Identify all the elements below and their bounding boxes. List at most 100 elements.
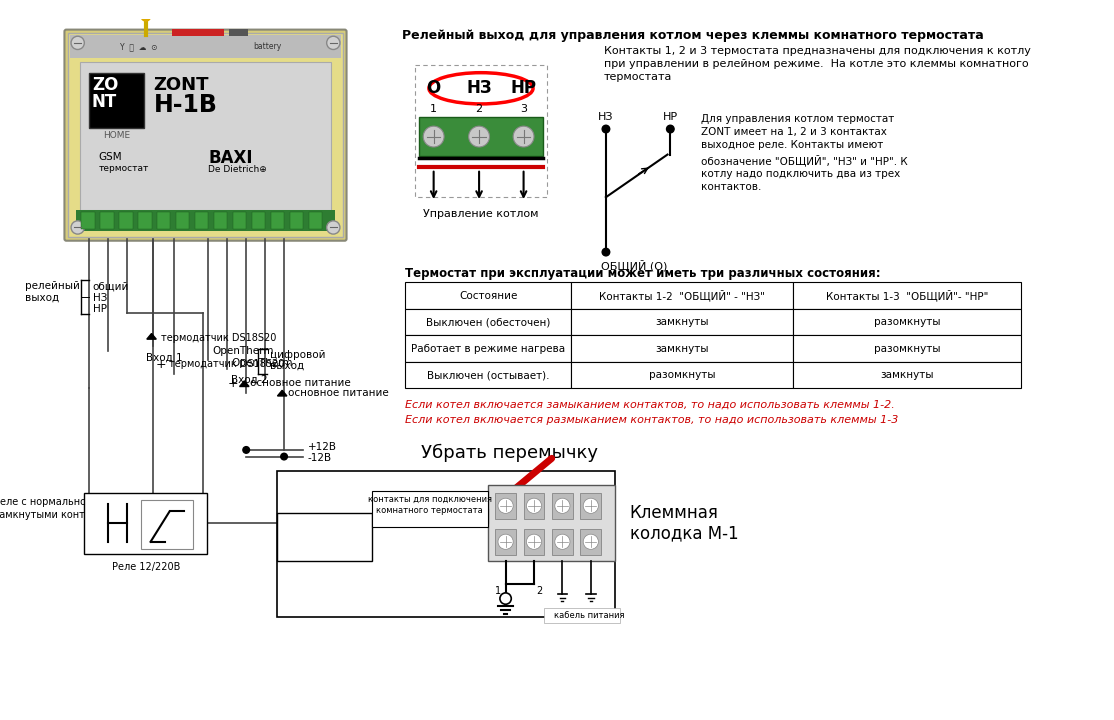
Bar xyxy=(793,282,1020,309)
Text: НЗ: НЗ xyxy=(92,293,107,303)
Ellipse shape xyxy=(429,73,532,104)
Text: О: О xyxy=(427,79,441,97)
Bar xyxy=(545,608,620,624)
Text: выход: выход xyxy=(25,293,59,303)
Text: H-1B: H-1B xyxy=(154,93,217,117)
Text: 2: 2 xyxy=(536,586,543,596)
Bar xyxy=(405,336,570,362)
Circle shape xyxy=(281,454,287,460)
Text: разомкнуты: разомкнуты xyxy=(648,370,715,380)
Bar xyxy=(405,362,570,388)
Bar xyxy=(793,309,1020,336)
Bar xyxy=(793,362,1020,388)
Text: 3: 3 xyxy=(520,104,527,114)
Text: Для управления котлом термостат
ZONT имеет на 1, 2 и 3 контактах
выходное реле. : Для управления котлом термостат ZONT име… xyxy=(701,114,907,192)
Text: Выключен (остывает).: Выключен (остывает). xyxy=(427,370,549,380)
Bar xyxy=(580,528,602,555)
Text: Контакты 1-2  "ОБЩИЙ" - "НЗ": Контакты 1-2 "ОБЩИЙ" - "НЗ" xyxy=(599,289,765,302)
Bar xyxy=(173,29,224,36)
Circle shape xyxy=(603,248,609,256)
Bar xyxy=(405,282,570,309)
Text: НР: НР xyxy=(92,304,107,314)
Bar xyxy=(141,500,193,549)
Text: +12В: +12В xyxy=(307,442,336,452)
Bar xyxy=(229,29,248,36)
Text: Если котел включается замыканием контактов, то надо использовать клеммы 1-2.: Если котел включается замыканием контакт… xyxy=(405,400,895,410)
Text: Убрать перемычку: Убрать перемычку xyxy=(421,444,598,462)
Bar xyxy=(85,492,207,554)
Circle shape xyxy=(141,12,150,21)
Circle shape xyxy=(555,534,570,549)
Text: НЗ: НЗ xyxy=(598,112,614,122)
Bar xyxy=(100,212,114,230)
Circle shape xyxy=(500,593,511,604)
Bar xyxy=(119,212,133,230)
Bar xyxy=(420,117,543,156)
Text: battery: battery xyxy=(253,42,281,51)
Text: 2: 2 xyxy=(476,104,482,114)
Text: выход: выход xyxy=(270,361,304,371)
Text: НР: НР xyxy=(663,112,678,122)
Circle shape xyxy=(584,498,598,513)
Text: Работает в режиме нагрева: Работает в режиме нагрева xyxy=(411,343,565,354)
Text: Релейный выход для управления котлом через клеммы комнатного термостата: Релейный выход для управления котлом чер… xyxy=(402,29,984,42)
Text: 1: 1 xyxy=(495,586,501,596)
Bar xyxy=(68,33,343,237)
Bar xyxy=(290,212,303,230)
Text: NT: NT xyxy=(91,93,117,111)
Text: термодатчик DS18S20: термодатчик DS18S20 xyxy=(162,333,276,343)
Text: замкнуты: замкнуты xyxy=(655,343,709,354)
Bar xyxy=(580,492,602,519)
Circle shape xyxy=(71,221,85,234)
Bar xyxy=(252,212,265,230)
Text: Термостат при эксплуатации может иметь три различных состояния:: Термостат при эксплуатации может иметь т… xyxy=(405,267,881,280)
FancyBboxPatch shape xyxy=(65,30,346,240)
Text: Управление котлом: Управление котлом xyxy=(423,209,539,219)
Circle shape xyxy=(243,446,250,454)
Text: цифровой: цифровой xyxy=(270,350,325,359)
Circle shape xyxy=(423,126,444,147)
Circle shape xyxy=(603,125,609,132)
Text: разомкнуты: разомкнуты xyxy=(873,317,940,327)
Text: ZONT: ZONT xyxy=(154,76,209,94)
Bar xyxy=(570,282,793,309)
Text: Реле 12/220В: Реле 12/220В xyxy=(111,562,180,572)
Bar xyxy=(524,492,545,519)
Bar xyxy=(372,490,488,526)
Text: Реле с нормально: Реле с нормально xyxy=(0,498,87,508)
Bar xyxy=(76,210,335,231)
Bar xyxy=(176,212,189,230)
Bar xyxy=(271,212,284,230)
Bar xyxy=(79,62,331,210)
Bar xyxy=(570,309,793,336)
Circle shape xyxy=(666,125,674,132)
Text: Контакты 1-3  "ОБЩИЙ"- "НР": Контакты 1-3 "ОБЩИЙ"- "НР" xyxy=(825,289,988,302)
Text: -12В: -12В xyxy=(307,452,332,462)
Text: ОБЩИЙ (О): ОБЩИЙ (О) xyxy=(602,260,667,271)
Text: кабель питания: кабель питания xyxy=(554,611,624,620)
Text: OpenTherm: OpenTherm xyxy=(212,346,274,356)
Polygon shape xyxy=(277,390,287,396)
Text: разомкнуты: разомкнуты xyxy=(873,343,940,354)
Circle shape xyxy=(527,498,541,513)
Bar xyxy=(524,528,545,555)
Text: термодатчик DS18S20: термодатчик DS18S20 xyxy=(168,359,284,369)
Text: +: + xyxy=(227,377,238,390)
Bar xyxy=(195,212,208,230)
Polygon shape xyxy=(240,381,250,387)
Circle shape xyxy=(527,534,541,549)
Text: Если котел включается размыканием контактов, то надо использовать клеммы 1-3: Если котел включается размыканием контак… xyxy=(405,415,899,425)
Text: основное питание: основное питание xyxy=(250,378,351,388)
Bar xyxy=(405,309,570,336)
Circle shape xyxy=(514,126,534,147)
Bar xyxy=(81,212,95,230)
Text: замкнуты: замкнуты xyxy=(880,370,934,380)
Text: Y  ⓘ  ☁  ⊙: Y ⓘ ☁ ⊙ xyxy=(120,42,158,51)
Text: OpenTherm: OpenTherm xyxy=(231,358,293,368)
Bar xyxy=(157,212,170,230)
Bar xyxy=(793,336,1020,362)
Bar xyxy=(496,492,516,519)
Text: основное питание: основное питание xyxy=(287,388,389,398)
Text: +: + xyxy=(156,359,166,372)
Text: Состояние: Состояние xyxy=(459,291,517,301)
